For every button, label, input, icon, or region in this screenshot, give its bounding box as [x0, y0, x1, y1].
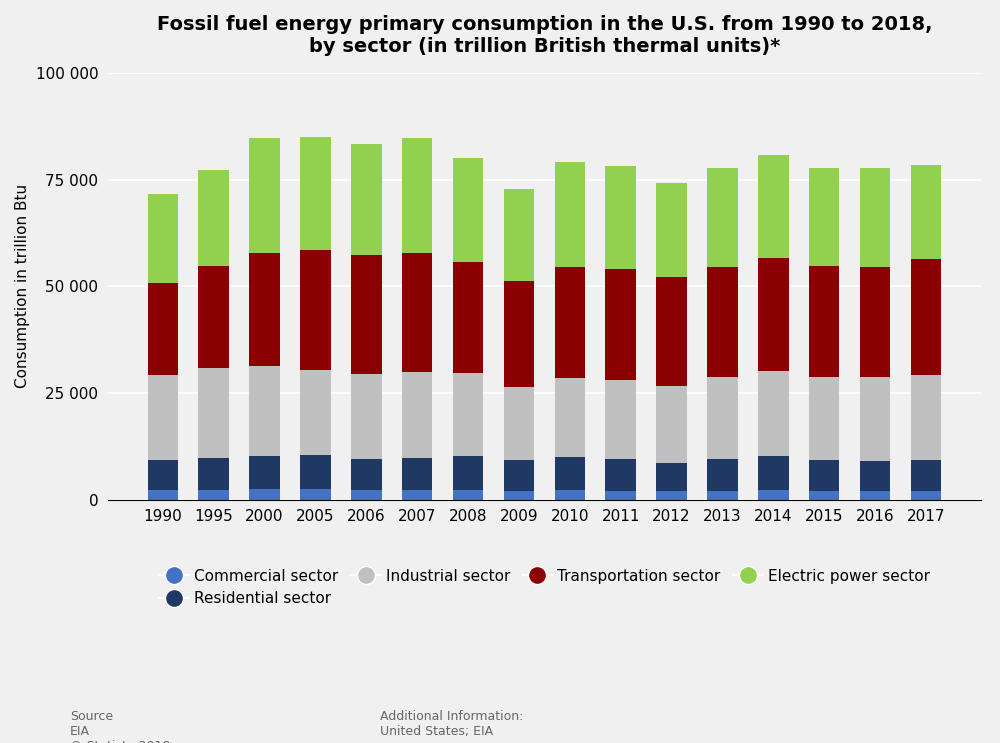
Bar	[351, 459, 382, 490]
Legend: Commercial sector, Residential sector, Industrial sector, Transportation sector,: Commercial sector, Residential sector, I…	[153, 562, 936, 612]
Bar	[555, 163, 585, 267]
Bar	[249, 137, 280, 253]
Bar	[809, 377, 839, 460]
Y-axis label: Consumption in trillion Btu: Consumption in trillion Btu	[15, 184, 30, 389]
Bar	[402, 458, 432, 490]
Bar	[453, 373, 483, 456]
Bar	[809, 266, 839, 377]
Bar	[504, 460, 534, 490]
Bar	[402, 490, 432, 499]
Bar	[555, 267, 585, 378]
Bar	[860, 169, 890, 267]
Bar	[656, 277, 687, 386]
Bar	[249, 366, 280, 455]
Bar	[148, 194, 178, 283]
Bar	[758, 258, 789, 371]
Bar	[504, 387, 534, 460]
Bar	[860, 267, 890, 377]
Bar	[911, 460, 941, 490]
Text: Source
EIA
© Statista 2018: Source EIA © Statista 2018	[70, 710, 170, 743]
Bar	[300, 137, 331, 250]
Bar	[453, 158, 483, 262]
Bar	[504, 490, 534, 499]
Bar	[860, 461, 890, 490]
Bar	[351, 374, 382, 459]
Bar	[605, 458, 636, 490]
Bar	[911, 490, 941, 499]
Bar	[707, 490, 738, 499]
Bar	[300, 250, 331, 370]
Bar	[504, 281, 534, 387]
Bar	[453, 456, 483, 490]
Bar	[249, 253, 280, 366]
Bar	[911, 166, 941, 259]
Bar	[148, 460, 178, 490]
Bar	[555, 457, 585, 490]
Bar	[402, 372, 432, 458]
Bar	[249, 455, 280, 489]
Bar	[300, 490, 331, 499]
Text: Additional Information:
United States; EIA: Additional Information: United States; E…	[380, 710, 523, 738]
Bar	[809, 490, 839, 499]
Bar	[148, 375, 178, 460]
Bar	[198, 458, 229, 490]
Bar	[453, 262, 483, 373]
Bar	[402, 253, 432, 372]
Bar	[605, 380, 636, 458]
Bar	[351, 490, 382, 499]
Bar	[707, 267, 738, 377]
Bar	[300, 455, 331, 490]
Bar	[198, 368, 229, 458]
Bar	[402, 137, 432, 253]
Bar	[453, 490, 483, 499]
Bar	[911, 259, 941, 374]
Bar	[198, 169, 229, 266]
Bar	[351, 143, 382, 255]
Bar	[656, 463, 687, 491]
Bar	[656, 184, 687, 277]
Bar	[758, 155, 789, 258]
Bar	[605, 490, 636, 499]
Bar	[758, 456, 789, 490]
Title: Fossil fuel energy primary consumption in the U.S. from 1990 to 2018,
by sector : Fossil fuel energy primary consumption i…	[157, 15, 932, 56]
Bar	[656, 386, 687, 463]
Bar	[198, 490, 229, 499]
Bar	[758, 490, 789, 499]
Bar	[860, 490, 890, 499]
Bar	[300, 370, 331, 455]
Bar	[504, 189, 534, 281]
Bar	[860, 377, 890, 461]
Bar	[249, 489, 280, 499]
Bar	[707, 377, 738, 458]
Bar	[605, 166, 636, 269]
Bar	[809, 460, 839, 490]
Bar	[605, 269, 636, 380]
Bar	[809, 168, 839, 266]
Bar	[707, 458, 738, 490]
Bar	[148, 490, 178, 499]
Bar	[656, 491, 687, 499]
Bar	[198, 266, 229, 368]
Bar	[758, 371, 789, 456]
Bar	[351, 255, 382, 374]
Bar	[555, 378, 585, 457]
Bar	[707, 169, 738, 267]
Bar	[148, 283, 178, 375]
Bar	[911, 374, 941, 460]
Bar	[555, 490, 585, 499]
